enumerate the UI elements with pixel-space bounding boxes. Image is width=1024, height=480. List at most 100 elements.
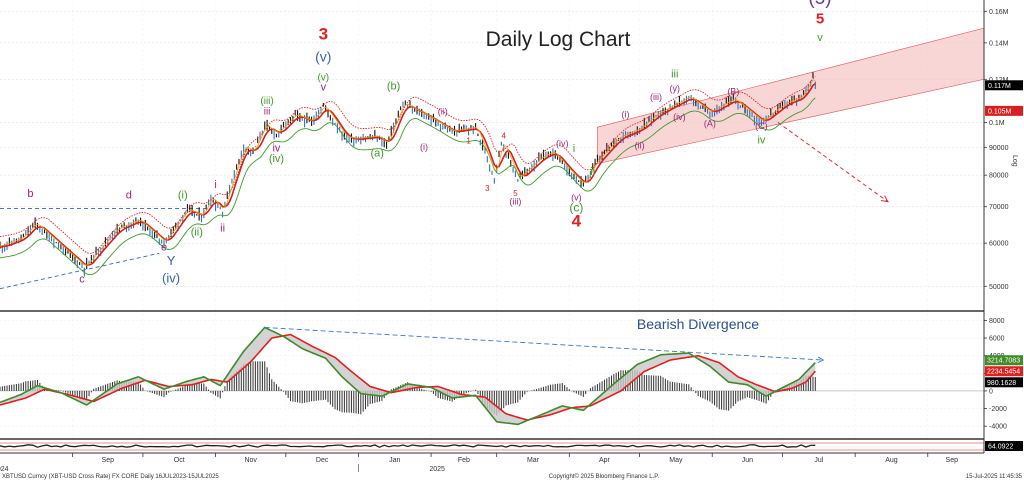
wave-label: (b) <box>387 80 400 92</box>
wave-label: (iii) <box>260 96 273 107</box>
wave-label: c <box>79 274 85 286</box>
price-moving-average <box>0 83 816 266</box>
macd-title: Bearish Divergence <box>637 316 759 332</box>
macd-tick-label: 0 <box>989 388 993 395</box>
bearish-divergence-line <box>264 327 824 361</box>
footer-timestamp: 15-Jul-2025 11:45:35 <box>966 474 1023 480</box>
wave-label: (B) <box>727 87 739 97</box>
rsi-badge: 64.0922 <box>985 441 1023 451</box>
month-label: Feb <box>458 457 470 464</box>
wave-label: ii <box>590 166 595 178</box>
price-badge <box>985 80 1023 91</box>
wave-label: v <box>817 32 823 44</box>
wave-label: (5) <box>808 0 831 9</box>
wave-label: (i) <box>178 189 188 201</box>
wave-label: (c) <box>569 201 583 215</box>
wave-label: b <box>27 188 33 200</box>
wave-label: 5 <box>816 10 824 27</box>
wedge-lines <box>0 207 207 290</box>
wave-label: (v) <box>571 193 582 203</box>
price-tick-label: 50000 <box>989 284 1009 291</box>
price-tick-label: 0.1M <box>989 120 1005 127</box>
price-panel-frame <box>0 0 984 310</box>
wave-label: (v) <box>315 48 331 64</box>
wedge-line <box>0 252 160 290</box>
price-tick-label: 80000 <box>989 173 1009 180</box>
price-fast-average <box>0 79 816 266</box>
wave-label: (y) <box>669 83 680 93</box>
wave-label: 4 <box>501 131 506 140</box>
wave-label: (ii) <box>635 141 645 151</box>
month-label: Mar <box>527 457 540 464</box>
wave-label: i <box>573 143 575 155</box>
wave-label: e <box>161 241 167 253</box>
price-badge-label: 0.117M <box>988 83 1011 90</box>
macd-badge-label: 3214.7083 <box>987 358 1020 365</box>
wave-label: (A) <box>704 118 716 128</box>
wave-label: iii <box>264 106 271 117</box>
wave-label: 5 <box>513 189 518 198</box>
wave-label: (ii) <box>191 226 203 238</box>
wave-label: i <box>214 179 216 191</box>
price-tick-label: 70000 <box>989 204 1009 211</box>
bearish-divergence-arrowhead <box>817 356 825 364</box>
month-label: Jan <box>389 457 400 464</box>
wave-label: 3 <box>485 184 490 193</box>
price-badge-label: 0.105M <box>988 108 1012 115</box>
wave-label: (i) <box>622 110 630 120</box>
macd-badge-label: 2234.5454 <box>987 369 1020 376</box>
month-label: Oct <box>174 457 185 464</box>
price-tick-label: 0.14M <box>989 40 1009 47</box>
price-lower-band <box>0 97 816 276</box>
wave-label: 1 <box>466 136 471 145</box>
macd-tick-label: -4000 <box>989 424 1007 431</box>
wave-label: (iii) <box>650 92 662 102</box>
macd-badge <box>985 355 1023 366</box>
projection-arrowhead <box>880 195 889 203</box>
rsi-line <box>0 444 816 448</box>
wave-label: 4 <box>572 211 582 230</box>
macd-signal-line <box>0 333 816 421</box>
wave-label: (iv) <box>556 139 569 149</box>
wave-label: (iv) <box>673 112 686 122</box>
footer-instrument: XBTUSD Curncy (XBT-USD Cross Rate) FX CO… <box>2 474 219 480</box>
log-axis-label: Log <box>1011 155 1018 167</box>
wave-label: (a) <box>370 148 383 160</box>
projection-arrow <box>777 121 889 203</box>
wave-labels: bcdeY(iv)(i)(ii)iii(iii)iiiiv(iv)3(v)(v)… <box>27 0 831 286</box>
wave-label: (C) <box>755 121 768 131</box>
month-label: Jul <box>814 457 823 464</box>
wave-label: (i) <box>420 142 428 152</box>
wave-label: (iii) <box>509 197 521 207</box>
month-label: Dec <box>316 457 329 464</box>
month-label: Nov <box>244 457 257 464</box>
price-badge <box>985 105 1023 116</box>
year-label: 2024 <box>0 466 9 473</box>
wave-label: Y <box>167 253 176 268</box>
price-tick-label: 90000 <box>989 145 1009 152</box>
wave-label: iv <box>272 142 280 154</box>
macd-line <box>0 326 816 426</box>
macd-tick-label: -2000 <box>989 406 1007 413</box>
macd-panel: Bearish Divergence -4000-200002000400060… <box>0 316 1023 431</box>
time-axis: Sep Oct Nov Dec Jan Feb Mar Apr May Jun Jul Aug Sep 2… <box>0 453 958 473</box>
footer-copyright: Copyright© 2025 Bloomberg Finance L.P. <box>549 473 660 480</box>
price-tick-label: 60000 <box>989 241 1009 248</box>
month-label: May <box>669 457 683 464</box>
month-label: Jun <box>742 457 753 464</box>
wave-label: iv <box>757 134 765 146</box>
wave-label: (iv) <box>269 153 284 165</box>
wave-label: (ii) <box>438 107 448 117</box>
price-tick-label: 0.16M <box>989 9 1009 16</box>
month-label: Apr <box>599 457 611 464</box>
wave-label: 3 <box>319 24 328 43</box>
macd-badge <box>985 366 1023 377</box>
month-label: Sep <box>946 457 959 464</box>
rsi-badge-box <box>985 441 1023 451</box>
macd-badge <box>985 377 1023 388</box>
macd-axis: -4000-2000020004000600080003214.70832234… <box>984 318 1023 431</box>
rsi-badge-label: 64.0922 <box>988 444 1013 451</box>
macd-tick-label: 6000 <box>989 336 1005 343</box>
wave-label: (v) <box>317 72 329 83</box>
